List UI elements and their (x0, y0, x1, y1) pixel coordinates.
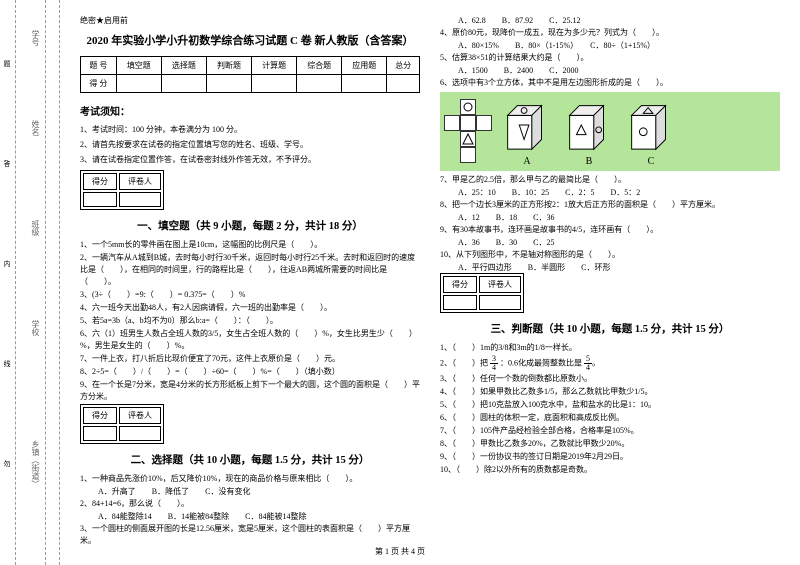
fraction-1: 34 (490, 355, 498, 372)
judge-q1: 1、（ ）1m的3/8和3m的1/8一样长。 (440, 342, 780, 354)
score-header-row: 题 号 填空题 选择题 判断题 计算题 综合题 应用题 总分 (81, 57, 420, 75)
section-3-title: 三、判断题（共 10 小题，每题 1.5 分，共计 15 分） (440, 321, 780, 336)
choice-q8-opts: A．12 B．18 C．36 (458, 212, 780, 223)
choice-q5-opts: A．1500 B．2400 C．2000 (458, 65, 780, 76)
binding-margin: 学号 姓名 班级 学校 乡镇（街道） 题 答 内 线 勿 (0, 0, 60, 565)
fill-q6: 6、六（1）班男生人数占全班人数的3/5，女生占全班人数的（ ）%，女生比男生少… (80, 328, 420, 352)
th-3: 判断题 (206, 57, 251, 75)
notice-1: 1、考试时间：100 分钟，本卷满分为 100 分。 (80, 124, 420, 135)
choice-q1-opts: A．升高了 B．降低了 C．没有变化 (98, 486, 420, 497)
score-table: 题 号 填空题 选择题 判断题 计算题 综合题 应用题 总分 得 分 (80, 56, 420, 93)
choice-q4: 4、原价80元，现降价一成五，现在为多少元？列式为（ ）。 (440, 27, 780, 39)
section-1-title: 一、填空题（共 9 小题，每题 2 分，共计 18 分） (80, 218, 420, 233)
judge-q9: 9、（ ）一份协议书的签订日期是2019年2月29日。 (440, 451, 780, 463)
score-cell: 得分 (83, 407, 117, 424)
choice-q1: 1、一种商品先涨价10%，后又降价10%，现在的商品价格与原来相比（ ）。 (80, 473, 420, 485)
grader-cell: 评卷人 (119, 173, 161, 190)
fill-q8: 8、2÷5=（ ）/（ ）=（ ）÷60=（ ）%=（ ）（填小数） (80, 366, 420, 378)
cube-b: B (560, 96, 618, 167)
score-cell: 得分 (83, 173, 117, 190)
choice-q7-opts: A．25：10 B．10：25 C．2：5 D．5：2 (458, 187, 780, 198)
fill-q1: 1、一个5mm长的零件画在图上是10cm，这幅图的比例尺是（ ）。 (80, 239, 420, 251)
row-label: 得 分 (81, 75, 117, 93)
judge-q7: 7、（ ）105件产品经检验全部合格，合格率是105%。 (440, 425, 780, 437)
seal-char-wu: 勿 (2, 460, 12, 467)
choice-q9-opts: A．36 B．30 C．25 (458, 237, 780, 248)
choice-q2: 2、84+14=6，那么说（ ）。 (80, 498, 420, 510)
label-town: 乡镇（街道） (30, 440, 41, 488)
choice-q3: 3、一个圆柱的侧面展开图的长是12.56厘米，宽是5厘米，这个圆柱的表面积是（ … (80, 523, 420, 547)
judge-q5: 5、（ ）把10克盐放入100克水中，盐和盐水的比是1：10。 (440, 399, 780, 411)
score-cell: 得分 (443, 276, 477, 293)
judge-q10: 10、（ ）除2以外所有的质数都是奇数。 (440, 464, 780, 476)
choice-q4-opts: A．80×15% B．80×（1-15%） C．80÷（1+15%） (458, 40, 780, 51)
cube-diagram: A B C (440, 92, 780, 171)
judge-q2-pre: 2、（ ）把 (440, 358, 488, 367)
score-value-row: 得 分 (81, 75, 420, 93)
label-school: 学校 (30, 320, 41, 336)
choice-q7: 7、甲是乙的2.5倍，那么甲与乙的最简比是（ ）。 (440, 174, 780, 186)
th-1: 填空题 (116, 57, 161, 75)
seal-char-ti: 题 (2, 60, 12, 67)
seal-char-da: 答 (2, 160, 12, 167)
th-2: 选择题 (161, 57, 206, 75)
choice-q8: 8、把一个边长3厘米的正方形按2：1放大后正方形的面积是（ ）平方厘米。 (440, 199, 780, 211)
fill-q9: 9、在一个长是7分米，宽是4分米的长方形纸板上剪下一个最大的圆，这个圆的面积是（… (80, 379, 420, 403)
choice-q10-opts: A．平行四边形 B．半圆形 C．环形 (458, 262, 780, 273)
judge-q8: 8、（ ）甲数比乙数多20%，乙数就比甲数少20%。 (440, 438, 780, 450)
choice-q3-opts: A．62.8 B．87.92 C．25.12 (458, 15, 780, 26)
secret-label: 绝密★启用前 (80, 15, 420, 26)
judge-q2: 2、（ ）把 34 ：0.6化成最简整数比是 54。 (440, 355, 780, 372)
fill-q2: 2、一辆汽车从A城到B城，去时每小时行30千米，返回时每小时行25千米。去时和返… (80, 252, 420, 288)
cube-net (444, 99, 494, 164)
judge-q3: 3、（ ）任何一个数的倒数都比原数小。 (440, 373, 780, 385)
seal-char-nei: 内 (2, 260, 12, 267)
seal-char-xian: 线 (2, 360, 12, 367)
th-6: 应用题 (342, 57, 387, 75)
fill-q5: 5、若5a=3b（a、b均不为0）那么b:a=（ ）：（ ）。 (80, 315, 420, 327)
th-5: 综合题 (297, 57, 342, 75)
choice-q10: 10、从下列图形中，不是轴对称图形的是（ ）。 (440, 249, 780, 261)
label-name: 姓名 (30, 120, 41, 136)
grader-box-3: 得分 评卷人 (440, 273, 524, 313)
exam-title: 2020 年实验小学小升初数学综合练习试题 C 卷 新人教版（含答案） (80, 32, 420, 48)
fill-q3: 3、(3÷（ ）=9:（ ）= 0.375=（ ）% (80, 289, 420, 301)
notice-2: 2、请首先按要求在试卷的指定位置填写您的姓名、班级、学号。 (80, 139, 420, 150)
choice-q2-opts: A．84能整除14 B．14能被84整除 C．84能被14整除 (98, 511, 420, 522)
notice-3: 3、请在试卷指定位置作答，在试卷密封线外作答无效，不予评分。 (80, 154, 420, 165)
grader-cell: 评卷人 (479, 276, 521, 293)
section-2-title: 二、选择题（共 10 小题，每题 1.5 分，共计 15 分） (80, 452, 420, 467)
judge-q6: 6、（ ）圆柱的体积一定，底面积和高成反比例。 (440, 412, 780, 424)
cube-label-a: A (498, 156, 556, 167)
right-column: A．62.8 B．87.92 C．25.12 4、原价80元，现降价一成五，现在… (440, 15, 780, 540)
left-column: 绝密★启用前 2020 年实验小学小升初数学综合练习试题 C 卷 新人教版（含答… (80, 15, 420, 540)
fill-q7: 7、一件上衣，打八折后比现价便宜了70元，这件上衣原价是（ ）元。 (80, 353, 420, 365)
page-footer: 第 1 页 共 4 页 (0, 546, 800, 557)
cube-a: A (498, 96, 556, 167)
choice-q5: 5、估算38×51的计算结果大约是（ ）。 (440, 52, 780, 64)
grader-box-2: 得分 评卷人 (80, 404, 164, 444)
choice-q6: 6、选项中有3个立方体，其中不是用左边图形折成的是（ ）。 (440, 77, 780, 89)
th-7: 总分 (387, 57, 420, 75)
main-content: 绝密★启用前 2020 年实验小学小升初数学综合练习试题 C 卷 新人教版（含答… (60, 0, 800, 565)
choice-q9: 9、有30本故事书，连环画是故事书的4/5，连环画有（ ）。 (440, 224, 780, 236)
judge-q2-mid: ：0.6化成最简整数比是 (500, 358, 582, 367)
fill-q4: 4、六一班今天出勤48人，有2人因病请假，六一班的出勤率是（ ）。 (80, 302, 420, 314)
fraction-2: 54 (584, 355, 592, 372)
cube-label-c: C (622, 156, 680, 167)
label-student-id: 学号 (30, 30, 41, 46)
cube-c: C (622, 96, 680, 167)
label-class: 班级 (30, 220, 41, 236)
cube-label-b: B (560, 156, 618, 167)
notice-heading: 考试须知： (80, 103, 420, 118)
grader-cell: 评卷人 (119, 407, 161, 424)
judge-q4: 4、（ ）如果甲数比乙数多1/5，那么乙数就比甲数少1/5。 (440, 386, 780, 398)
th-4: 计算题 (252, 57, 297, 75)
grader-box-1: 得分 评卷人 (80, 170, 164, 210)
th-0: 题 号 (81, 57, 117, 75)
